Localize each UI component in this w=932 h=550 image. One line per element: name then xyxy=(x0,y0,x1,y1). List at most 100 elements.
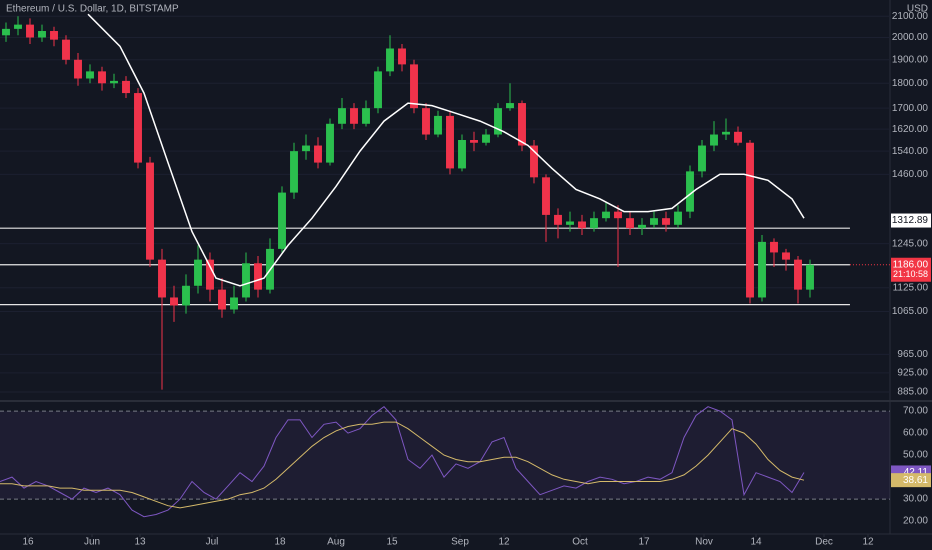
candle-body xyxy=(782,252,790,260)
candle-body xyxy=(566,221,574,225)
rsi-line xyxy=(0,421,805,509)
x-tick-label: Dec xyxy=(815,537,833,548)
candle-body xyxy=(242,263,250,298)
candle-body xyxy=(710,134,718,146)
y-tick-label: 1620.00 xyxy=(892,124,929,135)
candle-body xyxy=(350,108,358,124)
y-tick-label: 2000.00 xyxy=(892,32,929,43)
candle-body xyxy=(662,218,670,225)
x-tick-label: 18 xyxy=(274,537,286,548)
candle-body xyxy=(290,151,298,193)
candle-body xyxy=(302,145,310,152)
candle-body xyxy=(326,123,334,163)
x-tick-label: Jul xyxy=(206,537,219,548)
ma-price-text: 1312.89 xyxy=(892,215,929,226)
x-tick-label: 14 xyxy=(750,537,762,548)
x-tick-label: 16 xyxy=(22,537,34,548)
candle-body xyxy=(146,162,154,260)
candle-body xyxy=(110,80,118,84)
candle-body xyxy=(590,218,598,229)
y-tick-label: 1900.00 xyxy=(892,54,929,65)
rsi-value-label xyxy=(891,473,931,488)
candle-body xyxy=(410,64,418,109)
candle-body xyxy=(446,115,454,169)
candle-body xyxy=(686,171,694,212)
chart-title: Ethereum / U.S. Dollar, 1D, BITSTAMP xyxy=(6,4,179,15)
candle-body xyxy=(746,142,754,298)
candle-body xyxy=(170,297,178,306)
candle-body xyxy=(542,177,550,215)
y-tick-label: 1700.00 xyxy=(892,103,929,114)
candle-body xyxy=(26,24,34,38)
candle-body xyxy=(506,103,514,109)
last-price-text: 1186.00 xyxy=(893,259,929,270)
x-tick-label: Sep xyxy=(451,537,469,548)
y-tick-label: 70.00 xyxy=(903,406,928,417)
y-tick-label: 885.00 xyxy=(897,387,928,398)
candle-body xyxy=(362,108,370,124)
candle-body xyxy=(38,31,46,38)
candle-body xyxy=(722,131,730,135)
x-tick-label: 12 xyxy=(862,537,874,548)
candle-body xyxy=(206,259,214,290)
price-unit: USD xyxy=(907,4,928,15)
candle-body xyxy=(50,31,58,40)
candle-body xyxy=(386,48,394,72)
rsi-line xyxy=(0,406,805,518)
candle-body xyxy=(2,28,10,36)
rsi-value-text: 42.11 xyxy=(904,467,929,478)
candle-body xyxy=(182,285,190,306)
y-tick-label: 1540.00 xyxy=(892,146,929,157)
y-tick-label: 50.00 xyxy=(903,450,928,461)
candle-body xyxy=(770,241,778,253)
candle-body xyxy=(698,145,706,172)
ma-price-label xyxy=(891,213,931,228)
y-tick-label: 1245.00 xyxy=(892,238,929,249)
x-tick-label: Jun xyxy=(84,537,100,548)
candle-body xyxy=(806,264,814,290)
y-tick-label: 1065.00 xyxy=(892,306,929,317)
candle-body xyxy=(86,71,94,79)
y-tick-label: 965.00 xyxy=(897,349,928,360)
x-tick-label: Oct xyxy=(572,537,588,548)
x-tick-label: Nov xyxy=(695,537,713,548)
candle-body xyxy=(74,59,82,79)
candle-body xyxy=(734,131,742,143)
candle-body xyxy=(374,71,382,109)
x-tick-label: 12 xyxy=(498,537,510,548)
candle-body xyxy=(482,134,490,143)
y-tick-label: 30.00 xyxy=(903,494,928,505)
candle-body xyxy=(650,218,658,225)
candle-body xyxy=(158,259,166,298)
x-tick-label: 15 xyxy=(386,537,398,548)
candle-body xyxy=(674,211,682,225)
candle-body xyxy=(494,108,502,135)
candle-body xyxy=(314,145,322,163)
y-tick-label: 20.00 xyxy=(903,516,928,527)
candle-body xyxy=(338,108,346,124)
x-tick-label: 17 xyxy=(638,537,650,548)
candle-body xyxy=(122,80,130,94)
y-tick-label: 1125.00 xyxy=(893,282,929,293)
candle-body xyxy=(626,218,634,229)
y-tick-label: 1460.00 xyxy=(892,169,929,180)
candle-body xyxy=(218,289,226,310)
moving-average-line xyxy=(87,13,805,287)
y-tick-label: 925.00 xyxy=(897,367,928,378)
candle-body xyxy=(554,214,562,225)
candle-body xyxy=(434,115,442,135)
candle-body xyxy=(194,259,202,286)
candle-body xyxy=(14,24,22,29)
candle-body xyxy=(458,139,466,169)
candle-body xyxy=(398,48,406,65)
candle-body xyxy=(530,145,538,178)
candle-body xyxy=(518,103,526,146)
candle-body xyxy=(230,297,238,310)
candle-body xyxy=(602,211,610,219)
candle-body xyxy=(794,259,802,290)
last-price-label xyxy=(891,257,931,282)
candle-body xyxy=(758,241,766,298)
